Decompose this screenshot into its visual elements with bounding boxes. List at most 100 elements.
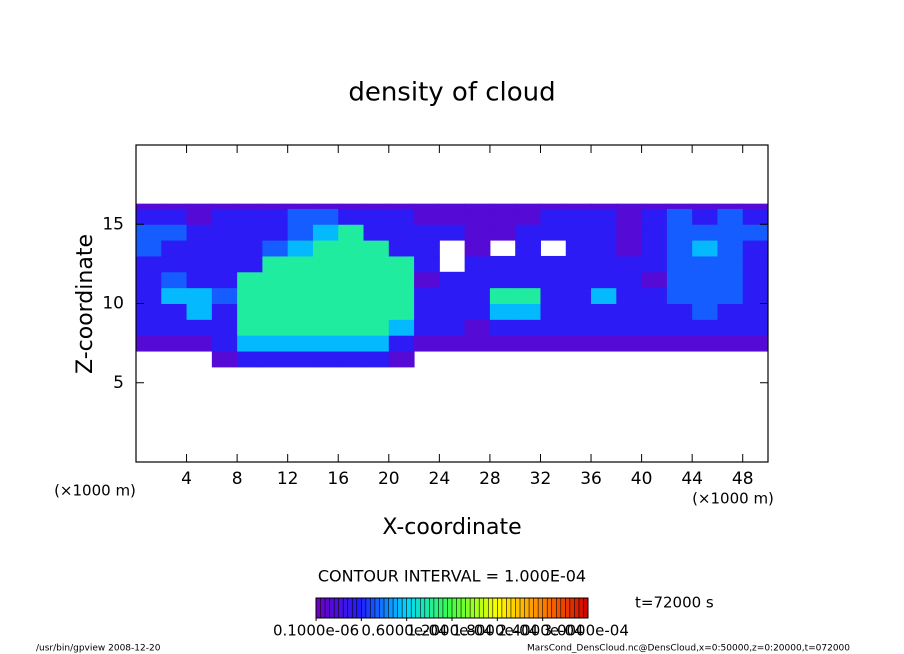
- heat-cell: [515, 319, 541, 336]
- heat-cell: [742, 203, 769, 209]
- colorbar-tick-label: 0.6000e-04: [361, 622, 447, 640]
- colorbar-segment: [402, 598, 407, 618]
- heat-cell: [363, 208, 390, 225]
- time-label: t=72000 s: [635, 594, 714, 612]
- x-tick-label: 20: [378, 469, 400, 489]
- heat-cell: [388, 319, 415, 336]
- heat-cell: [237, 224, 263, 241]
- colorbar-segment: [320, 598, 326, 618]
- heat-cell: [616, 335, 643, 352]
- colorbar-segment: [347, 598, 353, 618]
- heat-cell: [287, 203, 314, 209]
- heat-cell: [717, 271, 744, 289]
- heat-cell: [692, 224, 718, 241]
- colorbar-segment: [542, 598, 548, 618]
- heat-cell: [616, 271, 643, 289]
- x-tick-label: 36: [580, 469, 602, 489]
- heat-cell: [211, 303, 238, 320]
- heat-cell: [287, 271, 314, 289]
- heat-cell: [641, 240, 668, 257]
- heat-cell: [464, 287, 491, 304]
- colorbar-segment: [325, 598, 330, 618]
- heat-cell: [540, 303, 567, 320]
- colorbar-segment: [329, 598, 335, 618]
- heat-cell: [237, 335, 263, 352]
- heat-cell: [742, 319, 769, 336]
- heat-cell: [742, 255, 769, 273]
- heat-cell: [641, 319, 668, 336]
- heat-cell: [489, 335, 516, 352]
- heat-cell: [211, 240, 238, 257]
- heat-cell: [388, 287, 415, 304]
- heat-cell: [489, 303, 516, 320]
- heat-cell: [414, 303, 440, 320]
- heat-cell: [186, 224, 213, 241]
- heat-cell: [136, 319, 162, 336]
- x-axis-label: X-coordinate: [382, 515, 521, 540]
- heat-cell: [237, 240, 263, 257]
- heat-cell: [312, 335, 339, 352]
- heat-cell: [717, 287, 744, 304]
- heat-cell: [211, 224, 238, 241]
- heat-cell: [692, 287, 718, 304]
- colorbar-segment: [556, 598, 562, 618]
- heat-cell: [439, 203, 466, 209]
- y-axis-label: Z-coordinate: [73, 234, 98, 374]
- heat-cell: [616, 303, 643, 320]
- heat-cell: [742, 303, 769, 320]
- heat-cell: [641, 255, 668, 273]
- heat-cell: [540, 224, 567, 241]
- heat-cell: [464, 255, 491, 273]
- colorbar-segment: [578, 598, 584, 618]
- colorbar-segment: [438, 598, 444, 618]
- heat-cell: [287, 335, 314, 352]
- heat-cell: [211, 319, 238, 336]
- heat-cell: [666, 287, 693, 304]
- heat-cell: [565, 240, 592, 257]
- heat-cell: [262, 203, 289, 209]
- heat-cell: [287, 255, 314, 273]
- heat-cell: [363, 240, 390, 257]
- heat-cell: [489, 287, 516, 304]
- heat-cell: [414, 255, 440, 273]
- colorbar-segment: [506, 598, 512, 618]
- heat-cell: [565, 224, 592, 241]
- heat-cell: [717, 208, 744, 225]
- heat-cell: [161, 240, 188, 257]
- colorbar-segment: [529, 598, 534, 618]
- colorbar-segment: [338, 598, 344, 618]
- heat-cell: [742, 240, 769, 257]
- colorbar-segment: [565, 598, 571, 618]
- heat-cell: [312, 203, 339, 209]
- heat-cell: [237, 271, 263, 289]
- heat-cell: [666, 319, 693, 336]
- footer-right: MarsCond_DensCloud.nc@DensCloud,x=0:5000…: [527, 644, 850, 654]
- heat-cell: [363, 203, 390, 209]
- colorbar-segment: [411, 598, 417, 618]
- colorbar-segment: [483, 598, 489, 618]
- colorbar-segment: [343, 598, 349, 618]
- heat-cell: [338, 208, 365, 225]
- heat-cell: [616, 208, 643, 225]
- heat-cell: [161, 224, 188, 241]
- colorbar-segment: [374, 598, 380, 618]
- heat-cell: [666, 240, 693, 257]
- colorbar-segment: [538, 598, 543, 618]
- x-tick-label: 24: [429, 469, 451, 489]
- heat-cell: [338, 224, 365, 241]
- heat-cell: [161, 303, 188, 320]
- heat-cell: [136, 335, 162, 352]
- heat-cell: [641, 208, 668, 225]
- heat-cell: [489, 224, 516, 241]
- colorbar-segment: [569, 598, 575, 618]
- heat-cell: [312, 319, 339, 336]
- heat-cell: [616, 224, 643, 241]
- heat-cell: [338, 203, 365, 209]
- heat-cell: [363, 335, 390, 352]
- heat-cell: [388, 208, 415, 225]
- heat-cell: [161, 287, 188, 304]
- heat-cell: [186, 271, 213, 289]
- heat-cell: [692, 319, 718, 336]
- heat-cell: [287, 240, 314, 257]
- heat-cell: [211, 287, 238, 304]
